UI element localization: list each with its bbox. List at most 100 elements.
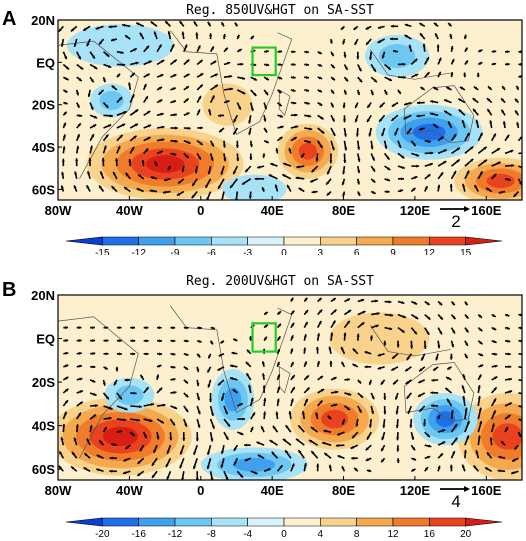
wind-arrowhead xyxy=(290,348,294,352)
wind-arrowhead xyxy=(342,105,346,109)
wind-arrowhead xyxy=(331,90,335,94)
wind-arrowhead xyxy=(75,424,79,428)
coastline xyxy=(170,305,293,414)
map-field xyxy=(58,295,522,480)
wind-arrowhead xyxy=(346,378,350,382)
wind-arrowhead xyxy=(277,323,281,327)
wind-arrowhead xyxy=(411,436,415,440)
wind-arrowhead xyxy=(160,74,164,78)
wind-arrowhead xyxy=(86,185,90,189)
wind-arrowhead xyxy=(257,454,261,458)
wind-arrowhead xyxy=(220,464,224,468)
wind-arrowhead xyxy=(65,77,69,81)
wind-arrowhead xyxy=(118,352,122,356)
wind-arrowhead xyxy=(249,157,253,160)
wind-arrowhead xyxy=(147,137,151,140)
wind-arrowhead xyxy=(507,352,511,356)
wind-arrowhead xyxy=(132,352,136,356)
lat-label: EQ xyxy=(36,332,55,347)
wind-arrowhead xyxy=(311,190,315,194)
anomaly-contour xyxy=(115,385,144,405)
wind-arrowhead xyxy=(210,157,214,161)
wind-arrowhead xyxy=(193,21,197,25)
colorbar-tick-label: 12 xyxy=(387,529,399,540)
wind-arrowhead xyxy=(328,346,332,350)
wind-arrowhead xyxy=(433,124,437,128)
wind-arrowhead xyxy=(463,449,467,453)
wind-arrowhead xyxy=(103,426,107,431)
wind-arrowhead xyxy=(99,440,103,444)
wind-arrowhead xyxy=(479,62,483,65)
wind-arrowhead xyxy=(329,40,333,44)
wind-arrowhead xyxy=(342,119,347,123)
wind-arrowhead xyxy=(102,79,106,83)
colorbar-swatch xyxy=(356,517,394,527)
wind-arrowhead xyxy=(290,335,294,339)
wind-arrowhead xyxy=(214,73,218,77)
wind-arrowhead xyxy=(379,104,383,108)
wind-arrowhead xyxy=(211,46,214,50)
wind-arrowhead xyxy=(219,129,223,133)
colorbar-tick-label: 4 xyxy=(318,529,324,540)
wind-arrowhead xyxy=(487,452,490,456)
wind-arrowhead xyxy=(331,77,335,81)
colorbar-tick-label: 0 xyxy=(281,529,287,540)
lon-label: 120E xyxy=(400,203,431,218)
colorbar-swatch xyxy=(65,236,103,246)
wind-arrowhead xyxy=(488,86,492,90)
wind-arrowhead xyxy=(303,463,307,467)
colorbar-tick-label: -15 xyxy=(95,248,110,255)
map-frame xyxy=(57,294,523,481)
wind-arrowhead xyxy=(418,380,422,384)
wind-arrowhead xyxy=(362,310,366,314)
wind-arrowhead xyxy=(274,184,278,188)
wind-arrowhead xyxy=(218,185,221,189)
wind-arrowhead xyxy=(105,352,109,356)
wind-arrowhead xyxy=(272,425,276,430)
map-frame xyxy=(57,19,523,201)
wind-arrowhead xyxy=(172,365,176,369)
wind-arrowhead xyxy=(186,59,190,63)
wind-arrowhead xyxy=(207,451,211,455)
wind-arrowhead xyxy=(502,86,506,90)
wind-arrowhead xyxy=(342,171,346,175)
wind-arrowhead xyxy=(332,132,336,136)
wind-arrowhead xyxy=(137,472,141,476)
wind-arrowhead xyxy=(493,387,497,391)
wind-arrowhead xyxy=(229,74,233,79)
wind-arrowhead xyxy=(436,44,440,48)
wind-arrowhead xyxy=(391,117,395,121)
colorbar-swatch xyxy=(429,517,466,527)
wind-arrowhead xyxy=(195,32,199,36)
wind-arrowhead xyxy=(381,436,385,441)
wind-arrowhead xyxy=(461,464,465,468)
wind-arrowhead xyxy=(79,390,83,394)
wind-arrowhead xyxy=(160,112,164,116)
wind-arrowhead xyxy=(62,146,66,150)
wind-arrowhead xyxy=(374,299,378,303)
wind-arrowhead xyxy=(124,378,128,382)
wind-arrowhead xyxy=(250,426,254,431)
wind-arrowhead xyxy=(91,55,95,59)
wind-arrowhead xyxy=(265,77,269,81)
wind-arrowhead xyxy=(330,52,334,57)
wind-arrowhead xyxy=(354,41,358,45)
colorbar-swatch xyxy=(102,236,139,246)
colorbar-tick-label: 3 xyxy=(318,248,324,255)
wind-arrowhead xyxy=(405,381,409,384)
colorbar-tick-label: 16 xyxy=(424,529,436,540)
wind-arrowhead xyxy=(464,47,468,51)
wind-arrowhead xyxy=(248,120,252,124)
study-region-box xyxy=(251,46,277,77)
wind-arrowhead xyxy=(207,369,211,373)
wind-arrowhead xyxy=(412,187,416,191)
wind-arrowhead xyxy=(233,462,237,466)
wind-arrowhead xyxy=(217,382,222,386)
wind-arrowhead xyxy=(305,375,309,379)
wind-arrowhead xyxy=(437,345,441,349)
wind-arrowhead xyxy=(443,149,447,153)
wind-arrowhead xyxy=(58,28,62,32)
wind-arrowhead xyxy=(139,32,143,36)
wind-arrowhead xyxy=(160,420,164,424)
wind-arrowhead xyxy=(242,91,246,95)
